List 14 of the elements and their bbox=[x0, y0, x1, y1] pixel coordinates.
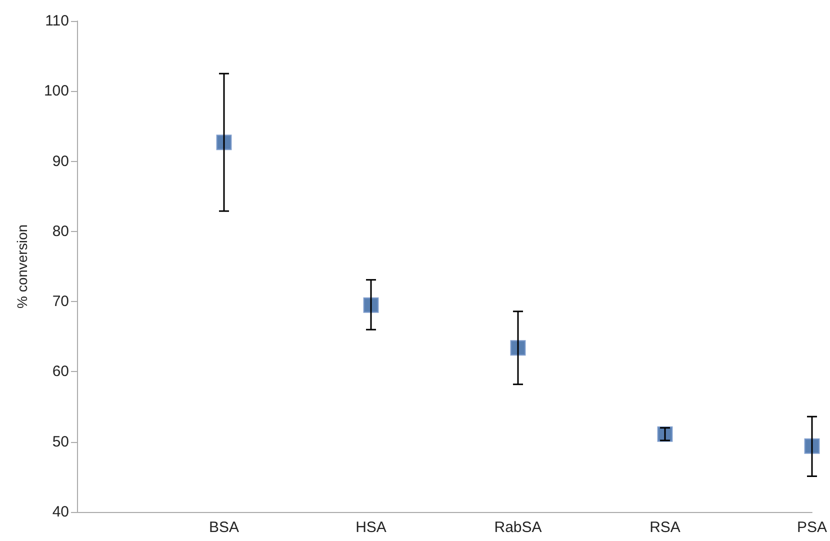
x-tick-label: BSA bbox=[208, 519, 240, 536]
y-tick-label: 80 bbox=[52, 222, 69, 240]
y-axis-title: % conversion bbox=[14, 224, 30, 309]
x-tick-label: PSA bbox=[796, 519, 827, 536]
y-tick-label: 40 bbox=[52, 504, 69, 520]
x-tick-label: HSA bbox=[356, 519, 386, 536]
x-tick-label: RSA bbox=[650, 519, 680, 536]
y-tick-label: 100 bbox=[44, 82, 69, 100]
y-tick-label: 70 bbox=[52, 293, 69, 310]
x-tick-label: RabSA bbox=[494, 519, 542, 536]
y-tick-label: 90 bbox=[52, 152, 69, 170]
y-tick-label: 60 bbox=[52, 363, 69, 380]
y-tick-label: 50 bbox=[52, 433, 69, 450]
y-tick-label: 110 bbox=[45, 12, 69, 30]
